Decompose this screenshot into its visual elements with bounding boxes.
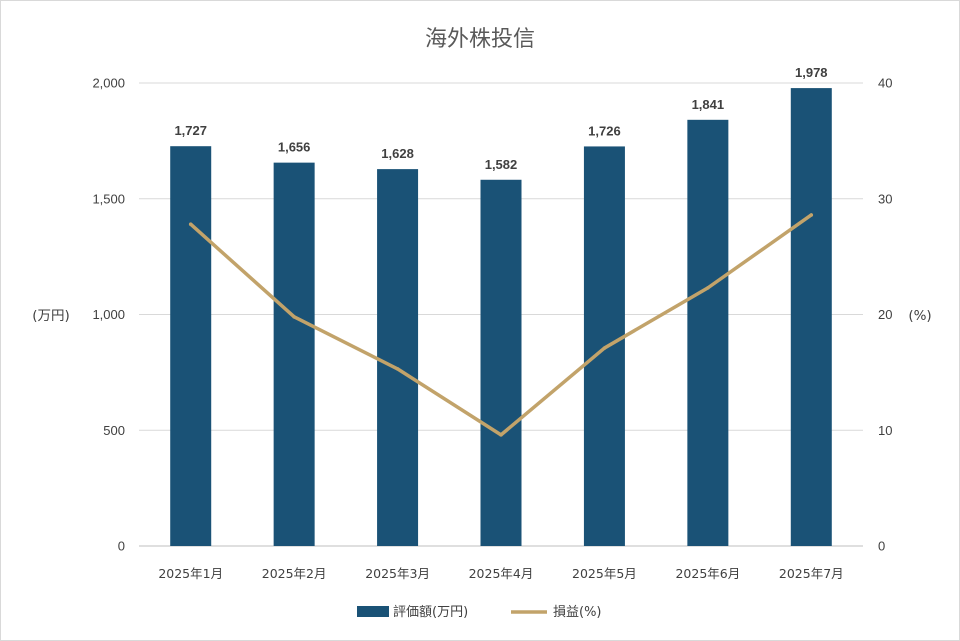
x-tick-label: 2025年6月 bbox=[675, 566, 740, 581]
bar bbox=[170, 146, 212, 546]
y2-tick-label: 30 bbox=[878, 191, 892, 206]
chart-title: 海外株投信 bbox=[425, 27, 535, 52]
y2-axis-label: (%) bbox=[908, 308, 931, 324]
bar-data-label: 1,582 bbox=[485, 157, 518, 172]
y-tick-label: 1,000 bbox=[92, 307, 125, 322]
x-tick-label: 2025年3月 bbox=[365, 566, 430, 581]
line-point bbox=[499, 433, 503, 437]
bar bbox=[687, 119, 729, 546]
bar bbox=[273, 162, 315, 547]
y-tick-label: 1,500 bbox=[92, 191, 125, 206]
x-tick-label: 2025年7月 bbox=[779, 566, 844, 581]
bar-series bbox=[170, 88, 832, 547]
line-point bbox=[292, 315, 296, 319]
y-tick-label: 2,000 bbox=[92, 76, 125, 91]
y-axis-label: (万円) bbox=[32, 308, 70, 324]
y2-axis-ticks: 0 10 20 30 40 bbox=[878, 76, 892, 554]
bar-data-label: 1,628 bbox=[381, 146, 414, 161]
bar bbox=[790, 88, 832, 546]
line-point bbox=[809, 213, 814, 217]
y2-tick-label: 40 bbox=[878, 76, 892, 91]
bar-data-label: 1,656 bbox=[278, 140, 311, 155]
bar bbox=[480, 179, 522, 546]
legend: 評価額(万円) 損益(%) bbox=[357, 605, 602, 620]
bar bbox=[377, 169, 419, 547]
x-axis-ticks: 2025年1月 2025年2月 2025年3月 2025年4月 2025年5月 2025年… bbox=[158, 566, 843, 581]
y-axis-ticks: 0 500 1,000 1,500 2,000 bbox=[92, 76, 125, 554]
legend-swatch-bar bbox=[357, 606, 389, 617]
y2-tick-label: 0 bbox=[878, 539, 885, 554]
bar-data-label: 1,978 bbox=[795, 65, 828, 80]
y2-tick-label: 20 bbox=[878, 307, 892, 322]
line-point bbox=[395, 367, 400, 371]
legend-label-line: 損益(%) bbox=[553, 605, 602, 620]
bar-data-label: 1,727 bbox=[174, 123, 207, 138]
bar-data-label: 1,841 bbox=[692, 97, 725, 112]
bar-data-label: 1,726 bbox=[588, 123, 621, 138]
x-tick-label: 2025年4月 bbox=[469, 566, 534, 581]
bar-data-labels: 1,727 1,656 1,628 1,582 1,726 1,841 1,978 bbox=[174, 65, 827, 172]
line-point bbox=[188, 222, 193, 226]
line-point bbox=[602, 346, 607, 350]
y-tick-label: 0 bbox=[118, 539, 125, 554]
line-series bbox=[188, 213, 814, 437]
line-point bbox=[706, 286, 710, 290]
y-tick-label: 500 bbox=[103, 423, 125, 438]
x-tick-label: 2025年1月 bbox=[158, 566, 223, 581]
y2-tick-label: 10 bbox=[878, 423, 892, 438]
x-tick-label: 2025年2月 bbox=[262, 566, 327, 581]
legend-label-bar: 評価額(万円) bbox=[393, 605, 468, 620]
x-tick-label: 2025年5月 bbox=[572, 566, 637, 581]
